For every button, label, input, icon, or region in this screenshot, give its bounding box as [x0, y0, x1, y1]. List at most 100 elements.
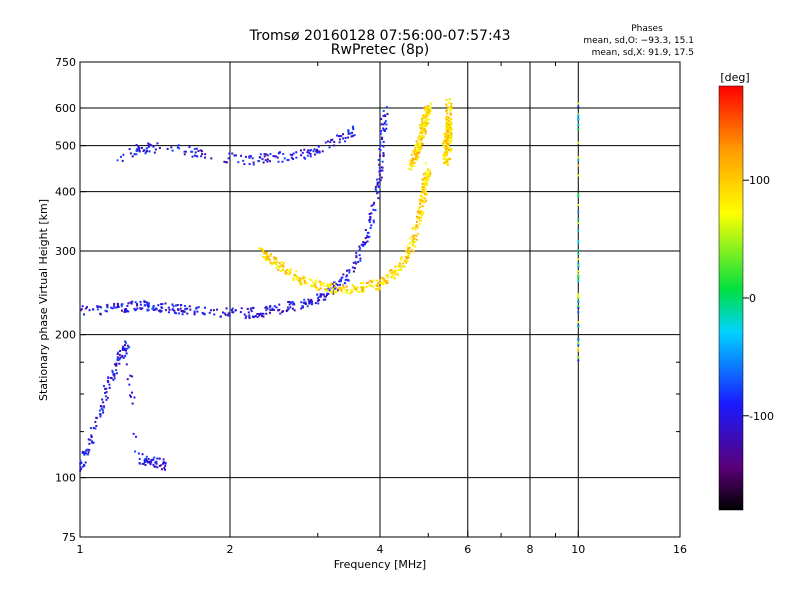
data-point	[442, 144, 445, 147]
data-point	[302, 275, 305, 278]
data-point	[416, 226, 419, 229]
data-point	[105, 391, 108, 394]
data-point	[379, 144, 382, 147]
data-point	[418, 135, 421, 138]
data-point	[144, 458, 147, 461]
data-point	[266, 307, 269, 310]
data-point	[445, 125, 448, 128]
data-point	[357, 291, 360, 294]
data-point	[179, 307, 182, 310]
data-point	[191, 150, 194, 153]
data-point	[423, 125, 426, 128]
data-point	[348, 271, 351, 274]
data-point	[119, 155, 122, 158]
data-point	[92, 308, 95, 311]
data-point	[150, 144, 153, 147]
data-point	[365, 281, 368, 284]
data-point	[309, 149, 312, 152]
data-point	[249, 155, 252, 158]
data-point	[348, 292, 351, 295]
data-point	[330, 139, 333, 142]
data-point	[443, 141, 446, 144]
data-point	[422, 197, 425, 200]
data-point	[280, 265, 283, 268]
data-point	[379, 282, 382, 285]
data-point	[170, 146, 173, 149]
data-point	[136, 302, 139, 305]
data-point	[393, 270, 396, 273]
data-point	[138, 148, 141, 151]
data-point	[347, 129, 350, 132]
data-point	[262, 252, 265, 255]
data-point	[281, 311, 284, 314]
data-point	[288, 269, 291, 272]
data-point	[195, 307, 198, 310]
data-point	[230, 309, 233, 312]
data-point	[445, 161, 448, 164]
data-point	[397, 273, 400, 276]
data-point	[352, 128, 355, 131]
data-point	[379, 132, 382, 135]
data-point	[284, 271, 287, 274]
data-point	[316, 151, 319, 154]
data-point	[300, 301, 303, 304]
data-point	[366, 234, 369, 237]
data-point	[252, 161, 255, 164]
data-point	[415, 154, 418, 157]
data-point	[424, 162, 427, 165]
data-point	[377, 197, 380, 200]
data-point	[164, 302, 167, 305]
data-point	[154, 465, 157, 468]
data-point	[425, 109, 428, 112]
data-point	[135, 144, 138, 147]
data-point	[345, 291, 348, 294]
data-point	[377, 287, 380, 290]
data-point	[365, 285, 368, 288]
data-point	[446, 158, 449, 161]
data-point	[338, 286, 341, 289]
data-point	[166, 147, 169, 150]
data-point	[428, 169, 431, 172]
data-point	[120, 305, 123, 308]
x-tick-labels: 1 2 4 6 8 10 16	[77, 543, 688, 556]
data-point	[127, 310, 130, 313]
data-point	[116, 159, 119, 162]
data-point	[400, 256, 403, 259]
data-point	[316, 299, 319, 302]
data-point	[412, 164, 415, 167]
data-point	[422, 129, 425, 132]
data-point	[577, 270, 580, 273]
data-point	[419, 211, 422, 214]
data-point	[282, 269, 285, 272]
data-point	[423, 117, 426, 120]
data-point	[277, 309, 280, 312]
data-point	[407, 256, 410, 259]
data-point	[176, 308, 179, 311]
data-point	[303, 148, 306, 151]
data-point	[201, 150, 204, 153]
data-point	[164, 464, 167, 467]
data-point	[171, 303, 174, 306]
data-point	[410, 163, 413, 166]
data-point	[313, 153, 316, 156]
data-point	[370, 280, 373, 283]
data-point	[420, 123, 423, 126]
data-point	[351, 126, 354, 129]
data-point	[447, 120, 450, 123]
data-point	[424, 128, 427, 131]
data-point	[412, 250, 415, 253]
data-point	[82, 452, 85, 455]
data-point	[372, 219, 375, 222]
data-point	[445, 120, 448, 123]
data-point	[269, 261, 272, 264]
data-point	[349, 289, 352, 292]
data-point	[384, 280, 387, 283]
data-point	[331, 138, 334, 141]
data-point	[301, 277, 304, 280]
data-point	[394, 269, 397, 272]
data-point	[273, 258, 276, 261]
data-point	[130, 302, 133, 305]
data-point	[126, 344, 129, 347]
data-point	[448, 116, 451, 119]
data-point	[152, 305, 155, 308]
